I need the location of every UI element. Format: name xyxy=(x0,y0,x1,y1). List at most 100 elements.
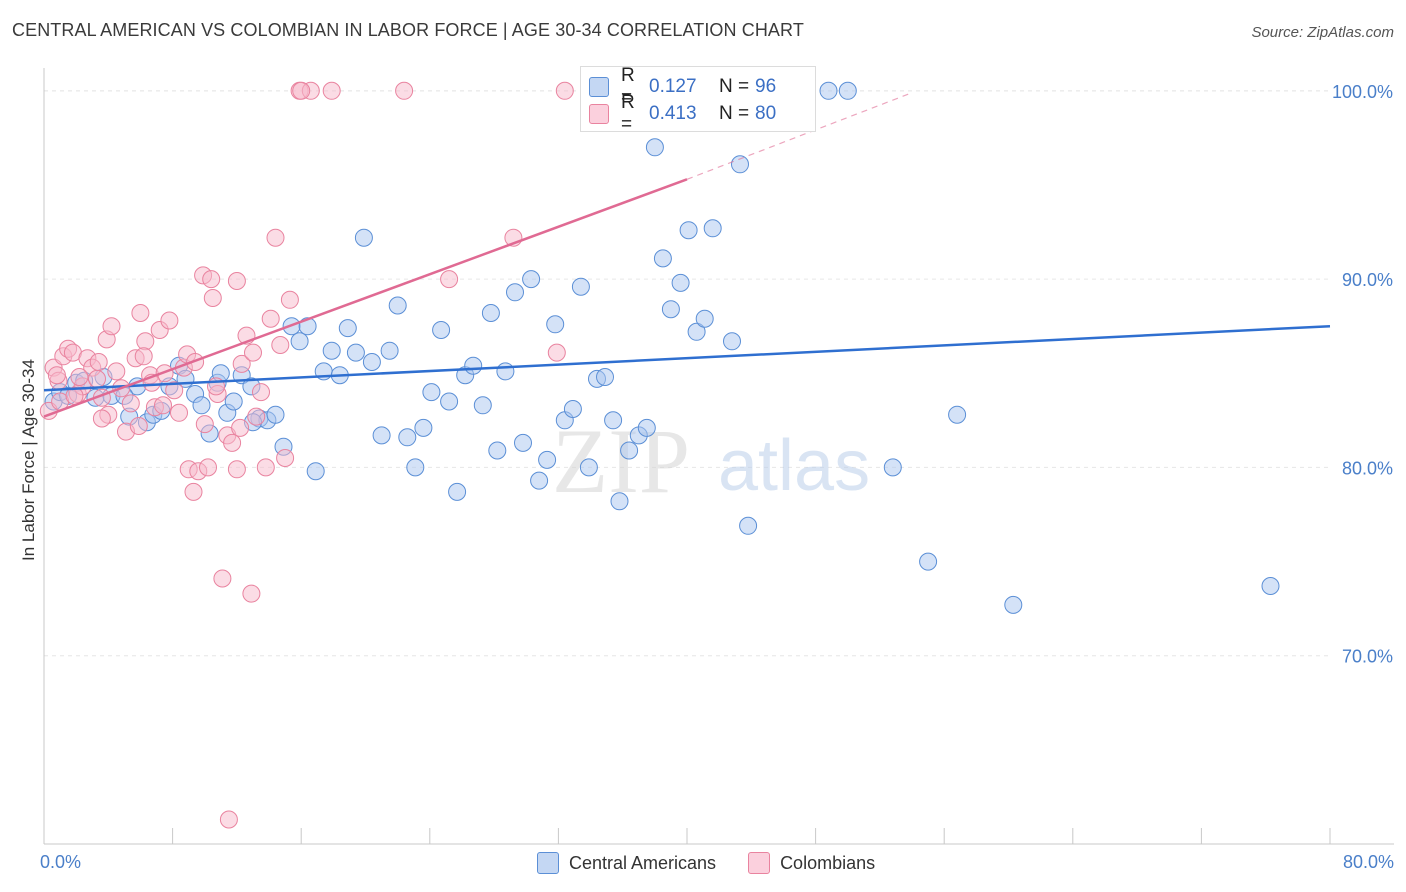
data-point-colombians xyxy=(170,403,188,422)
data-point-colombians xyxy=(184,482,203,501)
data-point-colombians xyxy=(89,353,108,371)
data-point-central-americans xyxy=(362,353,381,371)
data-point-central-americans xyxy=(661,300,680,319)
x-tick-label-max: 80.0% xyxy=(1342,852,1394,872)
data-point-central-americans xyxy=(481,304,500,322)
y-tick-label: 100.0% xyxy=(1332,82,1393,102)
data-point-central-americans xyxy=(645,138,664,157)
legend-n-label: N = xyxy=(719,76,750,97)
data-point-central-americans xyxy=(610,492,629,511)
data-point-colombians xyxy=(547,343,566,362)
data-point-colombians xyxy=(555,81,574,100)
data-point-central-americans xyxy=(538,450,557,469)
legend-swatch-central-americans xyxy=(537,852,559,874)
data-point-central-americans xyxy=(306,462,325,481)
legend-row-central-americans: R = 0.127 N = 96 xyxy=(589,65,777,108)
watermark-atlas: atlas xyxy=(718,426,870,506)
legend-r-value: 0.413 xyxy=(649,103,697,124)
data-point-central-americans xyxy=(448,482,467,501)
data-point-central-americans xyxy=(496,362,515,381)
data-point-colombians xyxy=(256,458,275,477)
legend-r-label: R = xyxy=(621,92,635,135)
data-point-central-americans xyxy=(723,332,741,351)
data-point-central-americans xyxy=(290,332,309,351)
data-point-colombians xyxy=(199,458,217,477)
data-point-central-americans xyxy=(838,81,857,100)
data-point-central-americans xyxy=(571,277,590,296)
legend-n-label: N = xyxy=(719,103,750,124)
data-point-colombians xyxy=(160,311,179,330)
legend-swatch-central-americans xyxy=(589,77,609,97)
data-point-central-americans xyxy=(883,458,902,477)
data-point-central-americans xyxy=(398,428,417,447)
data-point-colombians xyxy=(121,394,140,413)
data-point-central-americans xyxy=(695,309,714,328)
data-point-central-americans xyxy=(546,315,565,334)
data-point-central-americans xyxy=(406,458,425,477)
data-point-colombians xyxy=(266,228,285,247)
data-point-central-americans xyxy=(464,356,483,375)
data-point-colombians xyxy=(231,418,250,437)
source-credit: Source: ZipAtlas.com xyxy=(1251,24,1394,41)
legend-item-colombians[interactable]: Colombians xyxy=(748,852,875,874)
data-point-central-americans xyxy=(440,392,459,411)
y-axis-label: In Labor Force | Age 30-34 xyxy=(19,359,38,561)
legend-label-central-americans: Central Americans xyxy=(569,852,717,873)
data-point-central-americans xyxy=(506,283,524,302)
legend-r-label: R = xyxy=(621,65,635,108)
legend-row-colombians: R = 0.413 N = 80 xyxy=(589,92,777,135)
data-point-colombians xyxy=(232,354,251,373)
x-tick-label-min: 0.0% xyxy=(40,852,82,872)
data-point-colombians xyxy=(440,270,459,289)
legend-item-central-americans[interactable]: Central Americans xyxy=(537,852,716,874)
data-point-central-americans xyxy=(346,343,365,362)
data-point-colombians xyxy=(131,304,150,322)
data-point-central-americans xyxy=(414,418,433,437)
data-point-colombians xyxy=(92,409,111,428)
data-point-central-americans xyxy=(703,219,722,238)
series-legend: Central Americans Colombians xyxy=(537,852,907,874)
data-point-colombians xyxy=(165,381,184,400)
data-point-central-americans xyxy=(679,221,698,240)
data-point-colombians xyxy=(244,343,262,362)
y-tick-label: 80.0% xyxy=(1342,458,1393,478)
data-point-central-americans xyxy=(948,405,967,424)
data-point-central-americans xyxy=(819,81,838,100)
data-point-central-americans xyxy=(604,411,623,430)
data-point-central-americans xyxy=(731,155,749,174)
data-point-central-americans xyxy=(522,270,541,289)
data-point-colombians xyxy=(247,407,266,426)
data-point-central-americans xyxy=(1004,595,1023,614)
data-point-colombians xyxy=(102,317,121,336)
data-point-colombians xyxy=(219,810,238,829)
data-point-central-americans xyxy=(432,321,451,339)
data-point-central-americans xyxy=(579,458,598,477)
data-point-colombians xyxy=(70,368,89,386)
data-point-central-americans xyxy=(266,405,285,424)
data-point-colombians xyxy=(195,415,214,434)
data-point-central-americans xyxy=(739,516,758,535)
data-point-colombians xyxy=(261,309,280,328)
data-point-central-americans xyxy=(473,396,492,415)
data-point-colombians xyxy=(213,569,232,588)
data-point-colombians xyxy=(276,449,295,467)
legend-n-value: 96 xyxy=(755,76,777,97)
y-tick-label: 90.0% xyxy=(1342,270,1393,290)
legend-label-colombians: Colombians xyxy=(780,852,876,873)
data-point-central-americans xyxy=(530,471,549,490)
data-point-colombians xyxy=(292,81,311,100)
data-point-central-americans xyxy=(422,383,441,402)
data-point-central-americans xyxy=(563,400,582,418)
data-point-colombians xyxy=(47,366,66,385)
data-point-colombians xyxy=(129,417,148,435)
data-point-central-americans xyxy=(919,552,938,571)
legend-n-value: 80 xyxy=(755,103,777,124)
data-point-central-americans xyxy=(637,418,656,437)
data-point-central-americans xyxy=(671,273,690,292)
stats-legend: R = 0.127 N = 96 R = 0.413 N = 80 xyxy=(580,65,816,135)
data-point-central-americans xyxy=(653,249,672,268)
data-point-colombians xyxy=(134,347,153,366)
data-point-colombians xyxy=(271,336,290,354)
data-point-colombians xyxy=(202,270,221,289)
